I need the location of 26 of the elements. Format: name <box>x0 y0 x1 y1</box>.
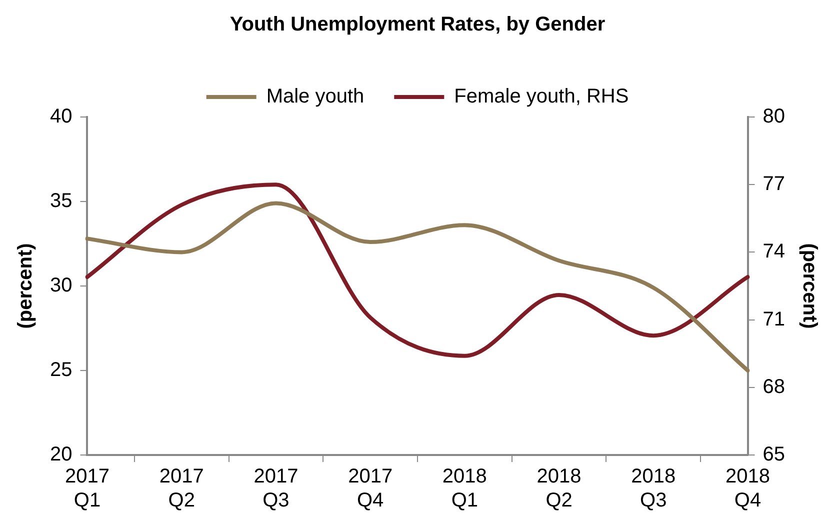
x-tick-label: 2017 Q2 <box>159 466 204 512</box>
x-tick-label: 2017 Q3 <box>254 466 298 512</box>
legend-label: Male youth <box>266 86 364 108</box>
y-tick-label: 20 <box>50 444 72 466</box>
y-axis-title: (percent) <box>14 243 37 329</box>
x-tick-label: 2018 Q1 <box>442 466 487 512</box>
y2-tick-label: 71 <box>762 308 786 330</box>
line-series <box>85 201 750 372</box>
x-tick-label: 2017 Q1 <box>64 466 110 512</box>
y-tick-label: 30 <box>50 274 72 297</box>
y2-tick-label: 77 <box>762 173 786 196</box>
x-tick-label: 2018 Q2 <box>536 466 582 512</box>
y2-tick-label: 80 <box>762 106 786 128</box>
y2-axis-title: (percent) <box>798 243 820 329</box>
chart-title: Youth Unemployment Rates, by Gender <box>230 14 606 36</box>
line-series <box>85 182 750 358</box>
y-tick-label: 25 <box>50 359 72 382</box>
y-tick-label: 35 <box>50 190 72 212</box>
y2-tick-label: 65 <box>762 444 786 466</box>
y-tick-label: 40 <box>50 106 72 128</box>
x-tick-label: 2018 Q3 <box>631 466 676 512</box>
y2-tick-label: 68 <box>762 376 786 398</box>
x-tick-label: 2018 Q4 <box>726 466 770 512</box>
x-tick-label: 2017 Q4 <box>348 466 393 512</box>
legend-label: Female youth, RHS <box>454 86 629 108</box>
y2-tick-label: 74 <box>762 240 786 263</box>
